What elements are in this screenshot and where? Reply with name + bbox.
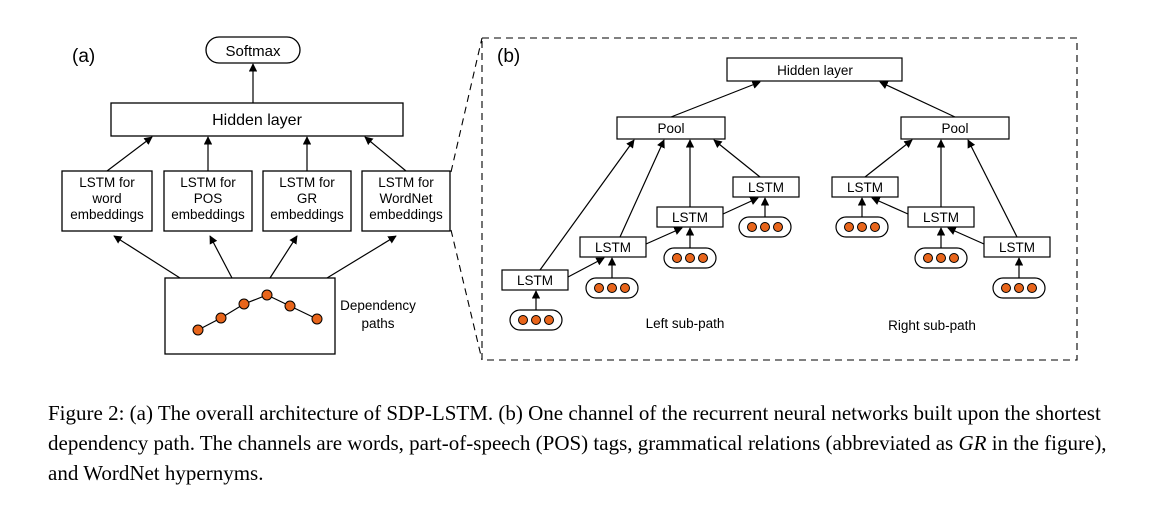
lstm-pos-label-3: embeddings — [171, 207, 245, 222]
dependency-node — [311, 313, 323, 325]
dependency-paths-label-2: paths — [361, 316, 394, 331]
left-subpath-label: Left sub-path — [646, 316, 725, 331]
lstm-wordnet-label-2: WordNet — [379, 191, 432, 206]
panel-b-label: (b) — [497, 46, 520, 67]
dependency-path-box — [164, 277, 336, 355]
arrow-lstm-left-4-to-pool — [713, 139, 761, 178]
dependency-node — [192, 324, 204, 336]
word-group-left-1 — [509, 309, 563, 331]
arrow-deps-to-lstm-gr — [269, 235, 298, 279]
lstm-wordnet-label-3: embeddings — [369, 207, 443, 222]
lstm-wordnet-label-1: LSTM for — [378, 175, 434, 190]
dependency-node — [238, 298, 250, 310]
lstm-gr-label-2: GR — [297, 191, 318, 206]
architecture-diagram: (a) Softmax Hidden layer LSTM for word e… — [61, 36, 1078, 361]
arrow-lstm-left-2-to-3 — [645, 227, 683, 245]
caption-text-1: Figure 2: (a) The overall architecture o… — [48, 401, 1101, 455]
arrow-lstm-word-to-hidden — [106, 136, 153, 172]
panel-a-label: (a) — [72, 46, 95, 67]
figure-caption: Figure 2: (a) The overall architecture o… — [48, 398, 1123, 488]
arrow-pool-right-to-hidden — [879, 81, 956, 118]
lstm-left-2-label: LSTM — [595, 240, 631, 255]
panel-b-frame — [481, 37, 1078, 361]
arrow-lstm-left-1-to-pool — [539, 139, 635, 271]
lstm-left-3-label: LSTM — [672, 210, 708, 225]
dependency-node — [261, 289, 273, 301]
lstm-pos-label-2: POS — [194, 191, 223, 206]
word-group-right-1 — [992, 277, 1046, 299]
dependency-path-graph — [192, 289, 323, 336]
lstm-pos-label-1: LSTM for — [180, 175, 236, 190]
arrow-lstm-right-1-to-pool — [967, 139, 1018, 238]
pool-right-label: Pool — [941, 121, 968, 136]
arrow-lstm-wordnet-to-hidden — [364, 136, 407, 172]
lstm-right-3-label: LSTM — [847, 180, 883, 195]
word-group-right-2 — [914, 247, 968, 269]
arrow-lstm-left-1-to-2 — [567, 257, 605, 278]
lstm-right-2-label: LSTM — [923, 210, 959, 225]
softmax-label: Softmax — [225, 43, 281, 60]
dependency-paths-label-1: Dependency — [340, 298, 416, 313]
arrow-lstm-right-2-to-3 — [871, 197, 909, 215]
lstm-left-1-label: LSTM — [517, 273, 553, 288]
dependency-node — [284, 300, 296, 312]
caption-text-2: in the figure), and WordNet hypernyms. — [48, 431, 1107, 485]
arrow-deps-to-lstm-word — [113, 235, 181, 279]
word-group-left-3 — [663, 247, 717, 269]
hidden-layer-label-b: Hidden layer — [777, 63, 853, 78]
lstm-gr-label-3: embeddings — [270, 207, 344, 222]
zoom-connector-top — [450, 37, 483, 173]
hidden-layer-box-a — [110, 102, 404, 137]
hidden-layer-box-b — [726, 57, 903, 82]
arrow-deps-to-lstm-pos — [209, 235, 233, 279]
arrow-pool-left-to-hidden — [670, 80, 761, 118]
lstm-word-label-1: LSTM for — [79, 175, 135, 190]
dependency-node — [215, 312, 227, 324]
arrow-deps-to-lstm-wordnet — [326, 235, 397, 279]
lstm-gr-label-1: LSTM for — [279, 175, 335, 190]
caption-italic-gr: GR — [958, 431, 987, 455]
softmax-box — [205, 36, 301, 64]
lstm-left-1-box — [501, 269, 569, 291]
lstm-gr-box — [262, 170, 352, 232]
lstm-word-label-2: word — [91, 191, 121, 206]
arrow-lstm-right-3-to-pool — [864, 139, 913, 178]
lstm-word-label-3: embeddings — [70, 207, 144, 222]
lstm-word-box — [61, 170, 153, 232]
word-group-left-4 — [738, 216, 792, 238]
arrow-lstm-left-2-to-pool — [619, 139, 665, 238]
word-group-right-3 — [835, 216, 889, 238]
lstm-left-4-box — [732, 176, 800, 198]
lstm-left-4-label: LSTM — [748, 180, 784, 195]
zoom-connector-bottom — [450, 229, 483, 361]
hidden-layer-label-a: Hidden layer — [212, 112, 303, 129]
arrow-lstm-right-1-to-2 — [947, 227, 985, 245]
word-group-left-2 — [585, 277, 639, 299]
pool-left-label: Pool — [657, 121, 684, 136]
lstm-wordnet-box — [361, 170, 451, 232]
lstm-right-1-label: LSTM — [999, 240, 1035, 255]
right-subpath-label: Right sub-path — [888, 318, 976, 333]
lstm-left-2-box — [579, 236, 647, 258]
arrow-lstm-left-3-to-4 — [722, 197, 759, 215]
